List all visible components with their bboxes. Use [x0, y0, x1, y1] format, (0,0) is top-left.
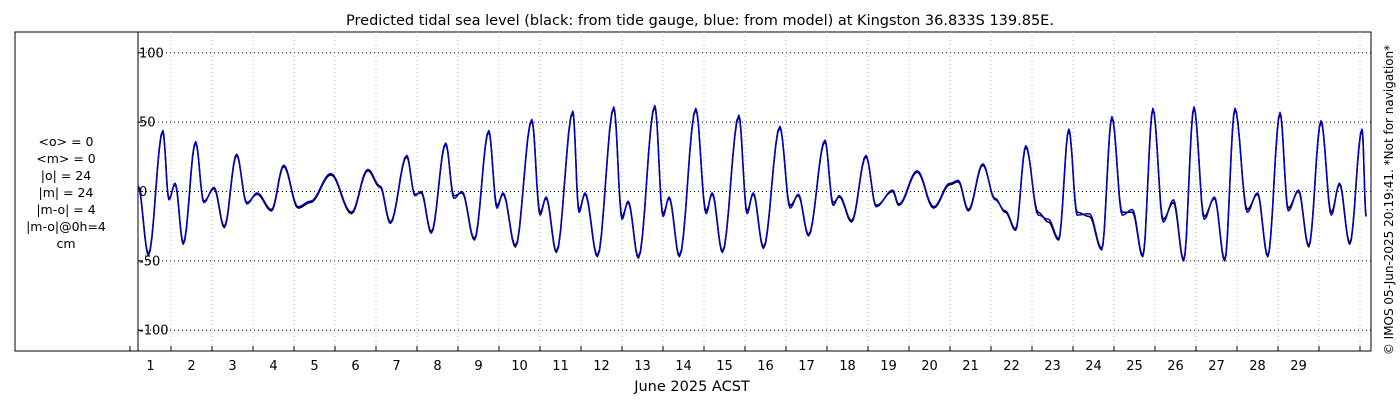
x-tick-label: 29 [1290, 359, 1307, 374]
stat-abs-model: |m| = 24 [38, 185, 94, 200]
x-tick-label: 7 [392, 359, 400, 374]
chart-title: Predicted tidal sea level (black: from t… [346, 13, 1054, 29]
stat-unit: cm [56, 236, 76, 251]
y-tick-label: 50 [139, 116, 156, 131]
x-tick-label: 12 [593, 359, 610, 374]
y-tick-label: 100 [139, 46, 164, 61]
x-tick-label: 4 [269, 359, 277, 374]
x-tick-label: 26 [1167, 359, 1184, 374]
x-axis: 1 2 3 4 5 6 7 8 9 10 11 12 13 14 15 16 17 18 19 20 21 22 23 24 2… [129, 346, 1361, 374]
x-tick-label: 10 [511, 359, 528, 374]
x-tick-label: 28 [1249, 359, 1266, 374]
series-group [137, 104, 1367, 262]
y-axis: -100 -50 0 50 100 [137, 32, 169, 351]
x-tick-label: 20 [921, 359, 938, 374]
x-tick-label: 27 [1208, 359, 1225, 374]
x-tick-label: 16 [757, 359, 774, 374]
stat-mean-obs: <o> = 0 [38, 134, 94, 149]
credit-text: © IMOS 05-Jun-2025 20:19:41. *Not for na… [1382, 45, 1396, 355]
x-tick-label: 22 [1003, 359, 1020, 374]
plot-frame [14, 31, 1372, 352]
x-tick-label: 19 [880, 359, 897, 374]
stat-abs-obs: |o| = 24 [40, 168, 92, 183]
x-tick-label: 24 [1085, 359, 1102, 374]
x-tick-label: 23 [1044, 359, 1061, 374]
x-tick-label: 11 [552, 359, 569, 374]
x-tick-label: 2 [187, 359, 195, 374]
x-tick-label: 15 [716, 359, 733, 374]
series-line-model [137, 104, 1367, 261]
stat-abs-diff: |m-o| = 4 [36, 202, 96, 217]
x-tick-label: 3 [228, 359, 236, 374]
x-tick-label: 8 [433, 359, 441, 374]
y-tick-label: -50 [139, 254, 160, 269]
x-tick-label: 21 [962, 359, 979, 374]
x-tick-label: 1 [146, 359, 154, 374]
x-tick-label: 9 [474, 359, 482, 374]
x-tick-label: 17 [798, 359, 815, 374]
y-tick-label: 0 [139, 185, 147, 200]
x-tick-label: 18 [839, 359, 856, 374]
x-tick-label: 5 [310, 359, 318, 374]
x-axis-label: June 2025 ACST [633, 379, 750, 395]
x-tick-label: 6 [351, 359, 359, 374]
x-tick-label: 25 [1126, 359, 1143, 374]
y-tick-label: -100 [139, 324, 169, 339]
stat-abs-diff-0h: |m-o|@0h=4 [26, 219, 106, 234]
x-tick-label: 13 [634, 359, 651, 374]
x-tick-label: 14 [675, 359, 692, 374]
stat-mean-model: <m> = 0 [36, 151, 96, 166]
grid [138, 32, 1371, 351]
